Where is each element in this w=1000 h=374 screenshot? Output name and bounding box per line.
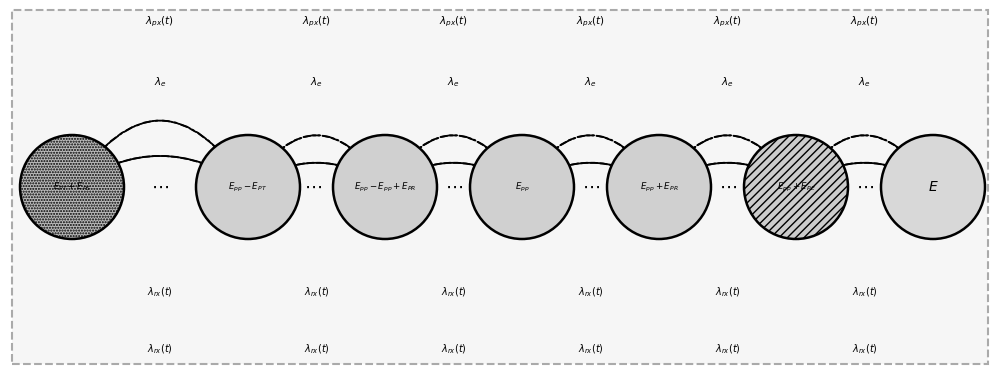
Text: $\lambda_{rx}(t)$: $\lambda_{rx}(t)$ (578, 285, 603, 299)
FancyBboxPatch shape (12, 10, 988, 364)
Text: $\lambda_e$: $\lambda_e$ (721, 75, 734, 89)
Ellipse shape (470, 135, 574, 239)
Text: $\lambda_{rx}(t)$: $\lambda_{rx}(t)$ (147, 342, 173, 356)
Text: $\cdots$: $\cdots$ (151, 178, 169, 196)
Text: $\lambda_e$: $\lambda_e$ (858, 75, 871, 89)
Text: $\cdots$: $\cdots$ (582, 178, 600, 196)
Text: $\lambda_e$: $\lambda_e$ (154, 75, 166, 89)
Text: $\lambda_{px}(t)$: $\lambda_{px}(t)$ (439, 15, 468, 29)
Text: $E_{pp}-E_{pp}+E_{PR}$: $E_{pp}-E_{pp}+E_{PR}$ (354, 180, 416, 194)
Text: $\cdots$: $\cdots$ (304, 178, 322, 196)
Ellipse shape (881, 135, 985, 239)
Text: $\lambda_{rx}(t)$: $\lambda_{rx}(t)$ (578, 342, 603, 356)
Text: $\lambda_e$: $\lambda_e$ (584, 75, 597, 89)
Text: $\lambda_{rx}(t)$: $\lambda_{rx}(t)$ (147, 285, 173, 299)
Text: $\cdots$: $\cdots$ (445, 178, 463, 196)
Text: $\lambda_{rx}(t)$: $\lambda_{rx}(t)$ (304, 342, 329, 356)
Text: $\cdots$: $\cdots$ (856, 178, 874, 196)
Ellipse shape (607, 135, 711, 239)
Ellipse shape (196, 135, 300, 239)
Text: $\cdots$: $\cdots$ (719, 178, 737, 196)
Ellipse shape (20, 135, 124, 239)
Text: $\lambda_{rx}(t)$: $\lambda_{rx}(t)$ (441, 342, 466, 356)
Text: $\lambda_{px}(t)$: $\lambda_{px}(t)$ (576, 15, 605, 29)
Text: $E_{pp}+E_{PE}$: $E_{pp}+E_{PE}$ (777, 180, 815, 194)
Text: $E_{pp}-E_{PT}$: $E_{pp}-E_{PT}$ (228, 180, 268, 194)
Text: $E$: $E$ (928, 180, 938, 194)
Text: $E_{PT}+E_{PS}$: $E_{PT}+E_{PS}$ (53, 181, 91, 193)
Text: $\lambda_{rx}(t)$: $\lambda_{rx}(t)$ (715, 285, 740, 299)
Text: $E_{pp}+E_{PR}$: $E_{pp}+E_{PR}$ (640, 180, 678, 194)
Text: $\lambda_{rx}(t)$: $\lambda_{rx}(t)$ (852, 285, 877, 299)
Text: $\lambda_{rx}(t)$: $\lambda_{rx}(t)$ (441, 285, 466, 299)
Text: $\lambda_{rx}(t)$: $\lambda_{rx}(t)$ (304, 285, 329, 299)
Text: $\lambda_e$: $\lambda_e$ (310, 75, 323, 89)
Text: $\lambda_{rx}(t)$: $\lambda_{rx}(t)$ (852, 342, 877, 356)
Text: $\lambda_{rx}(t)$: $\lambda_{rx}(t)$ (715, 342, 740, 356)
Ellipse shape (333, 135, 437, 239)
Text: $\lambda_{px}(t)$: $\lambda_{px}(t)$ (850, 15, 879, 29)
Text: $E_{pp}$: $E_{pp}$ (515, 180, 529, 194)
Text: $\lambda_{px}(t)$: $\lambda_{px}(t)$ (302, 15, 331, 29)
Ellipse shape (744, 135, 848, 239)
Text: $\lambda_{px}(t)$: $\lambda_{px}(t)$ (145, 15, 175, 29)
Text: $\lambda_{px}(t)$: $\lambda_{px}(t)$ (713, 15, 742, 29)
Text: $\lambda_e$: $\lambda_e$ (447, 75, 460, 89)
